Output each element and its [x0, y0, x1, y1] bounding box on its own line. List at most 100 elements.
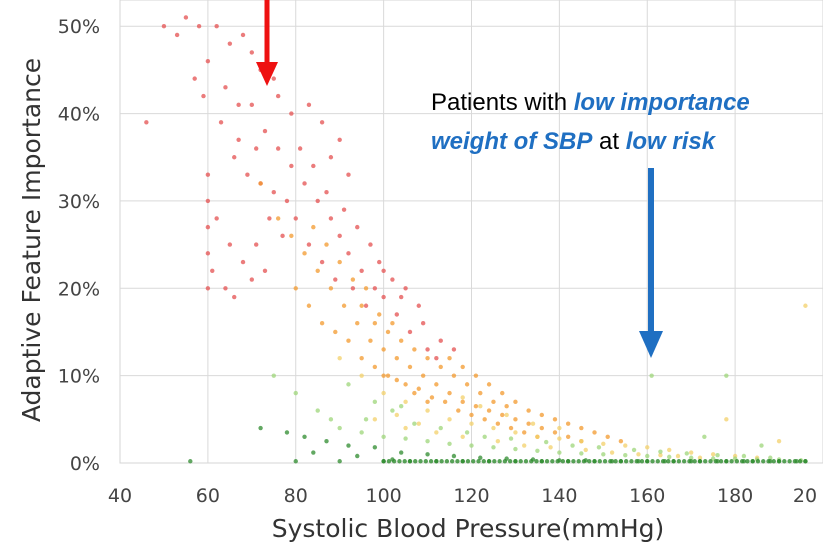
data-point — [613, 459, 618, 464]
data-point — [486, 382, 492, 387]
data-point — [768, 455, 773, 460]
data-point — [372, 399, 378, 405]
data-point — [188, 459, 193, 464]
data-point — [306, 303, 312, 308]
data-point — [513, 430, 518, 435]
data-point — [447, 355, 452, 361]
data-point — [249, 277, 255, 282]
data-point — [592, 430, 597, 435]
data-point — [214, 216, 219, 221]
data-point — [271, 373, 276, 378]
data-point — [346, 382, 351, 387]
data-point — [302, 181, 307, 186]
data-point — [724, 373, 729, 378]
data-point — [508, 436, 514, 441]
data-point — [803, 303, 808, 308]
data-point — [254, 242, 259, 247]
data-point — [645, 445, 650, 450]
data-point — [660, 459, 666, 464]
data-point — [403, 425, 408, 431]
data-point — [507, 459, 513, 464]
data-point — [372, 321, 378, 326]
data-point — [608, 459, 613, 464]
data-point — [636, 452, 641, 457]
data-point — [451, 373, 457, 378]
data-point — [311, 450, 316, 455]
data-point — [267, 216, 272, 221]
data-point — [639, 459, 645, 464]
data-point — [539, 412, 544, 418]
data-point — [319, 259, 325, 265]
x-tick-label: 40 — [108, 485, 132, 507]
data-point — [649, 373, 654, 378]
data-point — [377, 259, 382, 265]
data-point — [708, 459, 713, 464]
data-point — [394, 412, 400, 418]
data-point — [223, 85, 228, 90]
data-point — [236, 102, 241, 108]
data-point — [579, 438, 584, 444]
data-point — [359, 303, 364, 308]
data-point — [359, 430, 364, 435]
data-point — [319, 321, 325, 326]
data-point — [412, 421, 417, 426]
data-point — [671, 459, 676, 464]
data-point — [390, 408, 395, 413]
data-point — [337, 355, 342, 361]
data-point — [579, 425, 584, 431]
data-points — [144, 15, 808, 464]
data-point — [372, 417, 378, 422]
data-point — [482, 417, 487, 422]
data-point — [210, 268, 215, 274]
data-point — [535, 434, 540, 439]
data-point — [491, 399, 496, 405]
data-point — [715, 452, 720, 458]
data-point — [592, 459, 597, 464]
data-point — [667, 454, 672, 460]
y-tick-label: 20% — [58, 278, 100, 300]
x-tick-label: 180 — [717, 485, 753, 507]
data-point — [324, 189, 329, 195]
annotation-line-2: weight of SBP at low risk — [431, 128, 717, 155]
data-point — [302, 251, 307, 256]
data-point — [451, 453, 457, 459]
data-point — [381, 390, 386, 396]
data-point — [601, 441, 606, 446]
data-point — [434, 459, 439, 464]
data-point — [623, 459, 629, 464]
data-point — [776, 438, 782, 444]
y-tick-label: 10% — [58, 366, 100, 388]
data-point — [587, 459, 592, 464]
data-point — [377, 312, 382, 317]
data-point — [750, 459, 755, 464]
data-point — [214, 24, 219, 29]
data-point — [425, 355, 430, 361]
data-point — [385, 373, 391, 378]
data-point — [464, 430, 470, 435]
data-point — [552, 417, 558, 422]
data-point — [399, 294, 404, 300]
data-point — [403, 382, 408, 387]
data-point — [734, 459, 740, 464]
data-point — [444, 459, 450, 464]
data-point — [482, 434, 487, 439]
data-point — [797, 459, 803, 464]
data-point — [596, 445, 602, 450]
data-point — [416, 303, 421, 308]
data-point — [205, 198, 211, 204]
data-point — [337, 259, 342, 265]
data-point — [650, 459, 655, 464]
data-point — [386, 459, 392, 464]
data-point — [271, 189, 276, 195]
data-point — [702, 434, 707, 439]
data-point — [766, 459, 771, 464]
data-point — [425, 347, 430, 352]
data-point — [438, 364, 443, 370]
data-point — [271, 76, 276, 81]
data-point — [407, 459, 413, 464]
data-point — [399, 450, 404, 455]
data-point — [205, 224, 211, 230]
data-point — [741, 453, 747, 459]
data-point — [403, 286, 408, 291]
data-point — [434, 430, 439, 435]
